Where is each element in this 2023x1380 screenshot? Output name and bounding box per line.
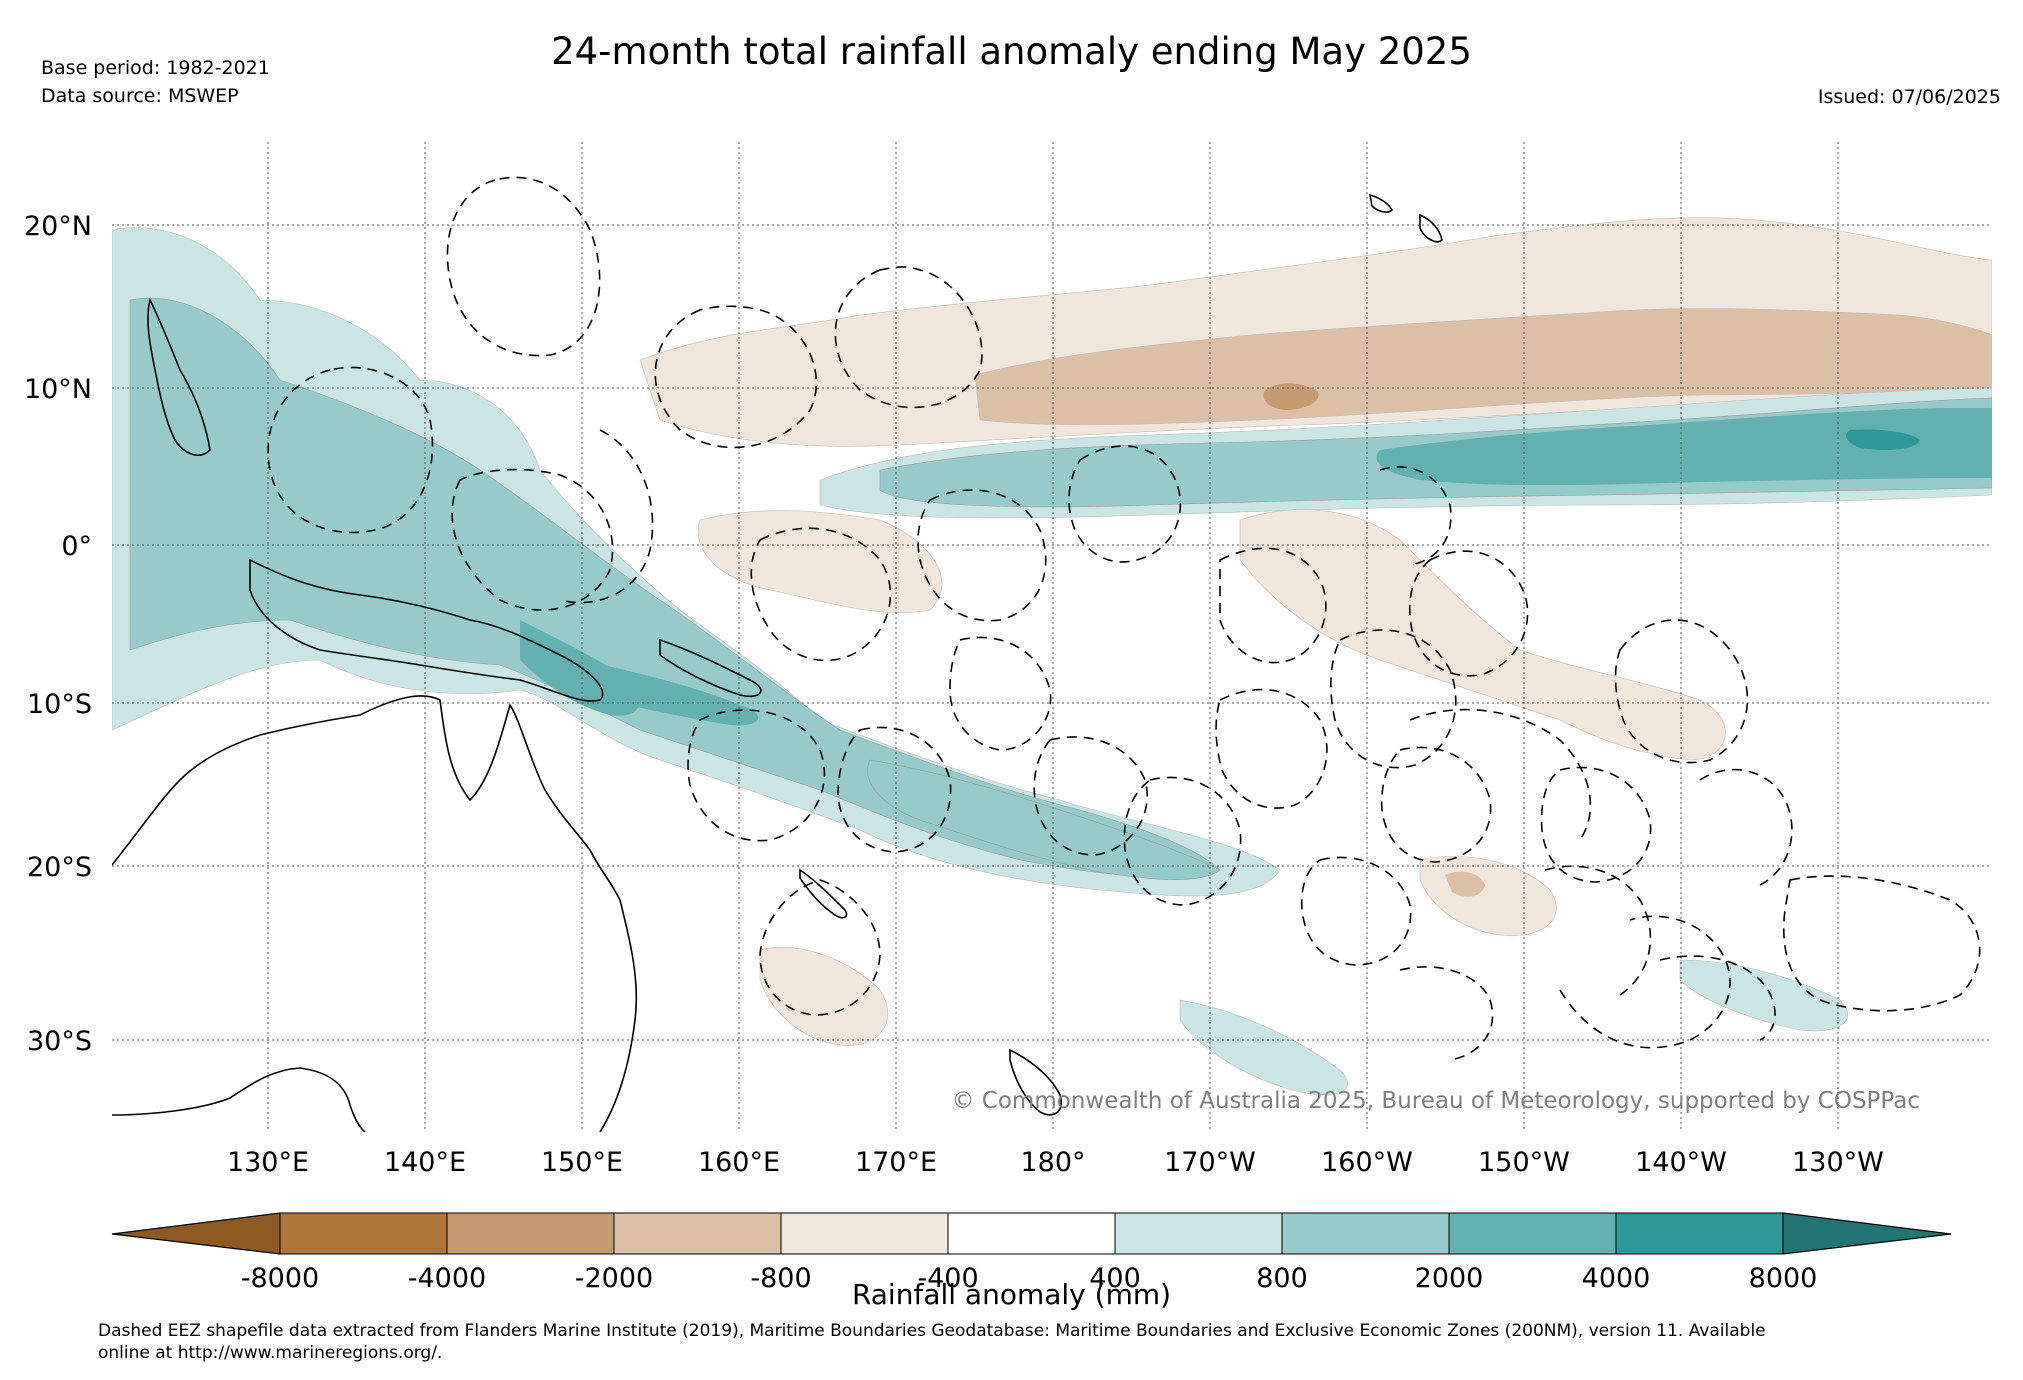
colorbar-segment: [1448, 1212, 1617, 1255]
australia-coastline: [112, 695, 638, 1132]
longitude-labels: 130°E 140°E 150°E 160°E 170°E 180° 170°W…: [227, 1147, 1884, 1178]
lon-label: 160°E: [698, 1147, 780, 1178]
colorbar-segment: [947, 1212, 1116, 1255]
wet-anomaly-solomon: [540, 650, 759, 726]
dry-anomaly-south-east-core: [1445, 871, 1485, 897]
footnote: Dashed EEZ shapefile data extracted from…: [98, 1320, 1998, 1364]
dry-anomaly-southwest: [759, 947, 889, 1046]
colorbar-tick-label: 2000: [1415, 1263, 1484, 1294]
colorbar-tick-label: 800: [1256, 1263, 1308, 1294]
colorbar-tick-label: -4000: [408, 1263, 486, 1294]
colorbar-tick-label: -2000: [575, 1263, 653, 1294]
footnote-line: online at http://www.marineregions.org/.: [98, 1343, 443, 1363]
map-title: 24-month total rainfall anomaly ending M…: [551, 30, 1472, 73]
colorbar-tick-label: 8000: [1749, 1263, 1818, 1294]
coastlines: [112, 193, 1443, 1132]
new-zealand-coastline: [1009, 1048, 1062, 1116]
issued-date: Issued: 07/06/2025: [1817, 86, 2001, 108]
lat-label: 20°S: [27, 852, 92, 883]
wet-anomaly-southeast-streak: [1679, 959, 1849, 1032]
lon-label: 170°W: [1164, 1147, 1256, 1178]
wet-anomaly-itcz-peak: [1846, 429, 1920, 450]
lon-label: 180°: [1020, 1147, 1085, 1178]
colorbar-tick-label: -400: [917, 1263, 978, 1294]
colorbar-segment: [1615, 1212, 1784, 1255]
latitude-labels: 20°N 10°N 0° 10°S 20°S 30°S: [24, 211, 92, 1057]
lat-label: 10°S: [27, 689, 92, 720]
lon-label: 130°E: [227, 1147, 309, 1178]
colorbar-ticks: -8000 -4000 -2000 -800 -400 400 800 2000…: [241, 1263, 1818, 1294]
graticule: [112, 142, 1992, 1132]
lon-label: 140°E: [384, 1147, 466, 1178]
hawaii-coastline: [1368, 193, 1443, 243]
data-source: Data source: MSWEP: [41, 85, 239, 107]
dry-anomaly-east-pacific: [1239, 509, 1726, 761]
colorbar-label: Rainfall anomaly (mm): [851, 1278, 1172, 1311]
dry-anomaly-central-pacific: [697, 510, 943, 613]
new-caledonia-coastline: [799, 868, 848, 919]
lat-label: 10°N: [24, 374, 92, 405]
solomon-islands-coastline: [659, 638, 762, 698]
eez-boundaries: [267, 176, 1981, 1061]
lon-label: 170°E: [855, 1147, 937, 1178]
map-metadata-left: Base period: 1982-2021 Data source: MSWE…: [41, 54, 270, 110]
lat-label: 20°N: [24, 211, 92, 242]
copyright-credit: © Commonwealth of Australia 2025, Bureau…: [951, 1088, 1920, 1114]
footnote-line: Dashed EEZ shapefile data extracted from…: [98, 1321, 1766, 1341]
colorbar-extend-max: [1782, 1212, 1952, 1255]
colorbar-tick-label: 400: [1089, 1263, 1141, 1294]
colorbar-segment: [613, 1212, 782, 1255]
new-guinea-coastline: [249, 558, 604, 702]
wet-anomaly-west-pacific: [112, 227, 1281, 897]
base-period: Base period: 1982-2021: [41, 57, 270, 79]
wet-anomaly-south-pacific: [867, 759, 1221, 880]
lon-label: 150°W: [1478, 1147, 1570, 1178]
wet-anomaly-southern-streak: [1179, 999, 1349, 1096]
dry-anomaly-north-peak: [1263, 383, 1319, 410]
philippines-coastline: [147, 297, 211, 456]
lon-label: 140°W: [1635, 1147, 1727, 1178]
south-australia-coastline: [112, 1067, 366, 1132]
colorbar-tick-label: -800: [750, 1263, 811, 1294]
lon-label: 150°E: [541, 1147, 623, 1178]
colorbar-tick-label: -8000: [241, 1263, 319, 1294]
colorbar-segment: [279, 1212, 448, 1255]
colorbar: -8000 -4000 -2000 -800 -400 400 800 2000…: [111, 1212, 1952, 1294]
colorbar-tick-label: 4000: [1582, 1263, 1651, 1294]
colorbar-segment: [1114, 1212, 1283, 1255]
colorbar-segment: [446, 1212, 615, 1255]
colorbar-extend-min: [111, 1212, 281, 1255]
dry-anomaly-north-core: [974, 308, 1992, 426]
lat-label: 0°: [61, 531, 92, 562]
lon-label: 160°W: [1321, 1147, 1413, 1178]
colorbar-segment: [1281, 1212, 1450, 1255]
lat-label: 30°S: [27, 1026, 92, 1057]
lon-label: 130°W: [1792, 1147, 1884, 1178]
colorbar-segment: [780, 1212, 949, 1255]
